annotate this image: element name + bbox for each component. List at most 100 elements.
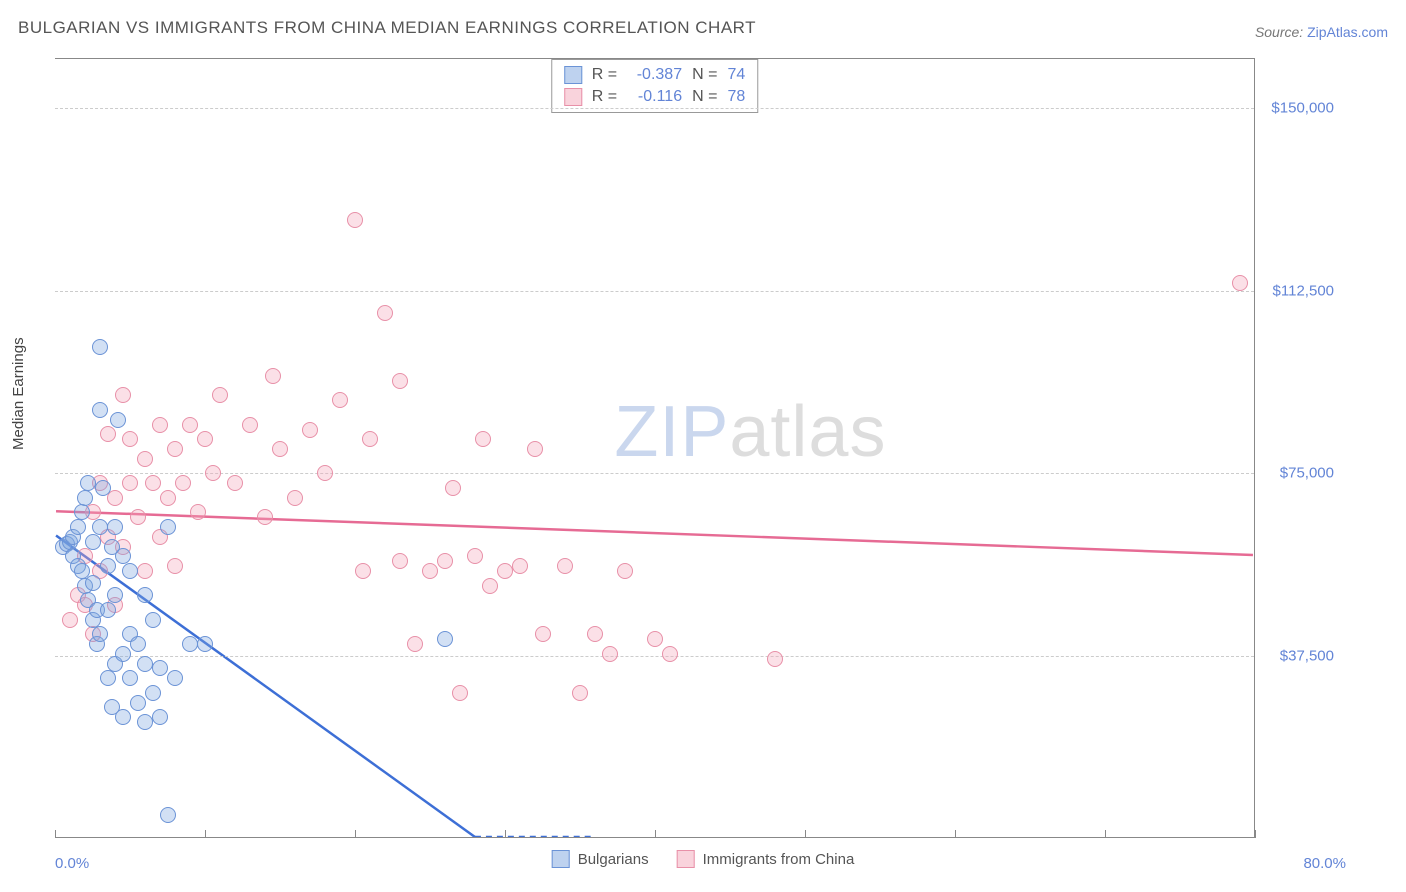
scatter-point	[152, 709, 168, 725]
scatter-point	[512, 558, 528, 574]
scatter-point	[317, 465, 333, 481]
legend-label-1: Bulgarians	[578, 851, 649, 868]
scatter-point	[145, 612, 161, 628]
scatter-point	[347, 212, 363, 228]
scatter-point	[80, 475, 96, 491]
x-tick	[205, 830, 206, 838]
stats-legend-box: R = -0.387 N = 74 R = -0.116 N = 78	[551, 59, 758, 113]
scatter-point	[212, 387, 228, 403]
x-tick	[955, 830, 956, 838]
scatter-point	[137, 451, 153, 467]
scatter-point	[332, 392, 348, 408]
scatter-point	[572, 685, 588, 701]
scatter-point	[602, 646, 618, 662]
scatter-point	[497, 563, 513, 579]
scatter-point	[190, 504, 206, 520]
r-label: R =	[592, 88, 617, 106]
scatter-point	[70, 519, 86, 535]
scatter-point	[167, 670, 183, 686]
x-tick	[55, 830, 56, 838]
n-value-2: 78	[727, 88, 745, 106]
scatter-point	[197, 636, 213, 652]
n-value-1: 74	[727, 66, 745, 84]
scatter-point	[95, 480, 111, 496]
watermark-atlas: atlas	[729, 392, 886, 472]
scatter-point	[437, 553, 453, 569]
r-label: R =	[592, 66, 617, 84]
x-tick	[805, 830, 806, 838]
scatter-point	[122, 475, 138, 491]
scatter-point	[74, 504, 90, 520]
watermark-zip: ZIP	[614, 392, 729, 472]
plot-area: ZIPatlas R = -0.387 N = 74 R = -0.116 N …	[55, 58, 1255, 838]
scatter-point	[182, 636, 198, 652]
swatch-pink-icon	[564, 88, 582, 106]
x-tick	[655, 830, 656, 838]
scatter-point	[130, 695, 146, 711]
scatter-point	[77, 490, 93, 506]
scatter-point	[287, 490, 303, 506]
scatter-point	[130, 509, 146, 525]
scatter-point	[482, 578, 498, 594]
y-tick-label: $150,000	[1264, 99, 1334, 116]
scatter-point	[302, 422, 318, 438]
scatter-point	[535, 626, 551, 642]
scatter-point	[137, 656, 153, 672]
scatter-point	[100, 602, 116, 618]
scatter-point	[62, 612, 78, 628]
legend-label-2: Immigrants from China	[703, 851, 855, 868]
scatter-point	[137, 563, 153, 579]
scatter-point	[445, 480, 461, 496]
scatter-point	[587, 626, 603, 642]
y-tick-label: $112,500	[1264, 282, 1334, 299]
scatter-point	[1232, 275, 1248, 291]
scatter-point	[152, 660, 168, 676]
n-label: N =	[692, 88, 717, 106]
swatch-blue-icon	[564, 66, 582, 84]
scatter-point	[115, 709, 131, 725]
scatter-point	[160, 519, 176, 535]
scatter-point	[265, 368, 281, 384]
scatter-point	[115, 548, 131, 564]
scatter-point	[92, 402, 108, 418]
gridline	[55, 291, 1254, 292]
r-value-1: -0.387	[627, 66, 682, 84]
legend-item-2: Immigrants from China	[677, 850, 855, 868]
bottom-legend: Bulgarians Immigrants from China	[552, 850, 855, 868]
scatter-point	[422, 563, 438, 579]
scatter-point	[122, 431, 138, 447]
scatter-point	[115, 387, 131, 403]
scatter-point	[122, 670, 138, 686]
scatter-point	[242, 417, 258, 433]
source-link[interactable]: ZipAtlas.com	[1307, 24, 1388, 40]
scatter-point	[122, 563, 138, 579]
scatter-point	[85, 534, 101, 550]
scatter-point	[355, 563, 371, 579]
x-tick	[1255, 830, 1256, 838]
scatter-point	[92, 339, 108, 355]
scatter-point	[145, 685, 161, 701]
swatch-pink-icon	[677, 850, 695, 868]
scatter-point	[92, 626, 108, 642]
scatter-point	[115, 646, 131, 662]
scatter-point	[175, 475, 191, 491]
scatter-point	[377, 305, 393, 321]
scatter-point	[647, 631, 663, 647]
y-axis-label: Median Earnings	[10, 337, 27, 450]
scatter-point	[767, 651, 783, 667]
scatter-point	[392, 553, 408, 569]
scatter-point	[205, 465, 221, 481]
scatter-point	[100, 558, 116, 574]
scatter-point	[152, 417, 168, 433]
scatter-point	[137, 587, 153, 603]
y-tick-label: $75,000	[1264, 465, 1334, 482]
scatter-point	[452, 685, 468, 701]
scatter-point	[182, 417, 198, 433]
scatter-point	[475, 431, 491, 447]
scatter-point	[92, 519, 108, 535]
source-prefix: Source:	[1255, 24, 1307, 40]
scatter-point	[437, 631, 453, 647]
scatter-point	[662, 646, 678, 662]
x-tick	[505, 830, 506, 838]
scatter-point	[100, 670, 116, 686]
